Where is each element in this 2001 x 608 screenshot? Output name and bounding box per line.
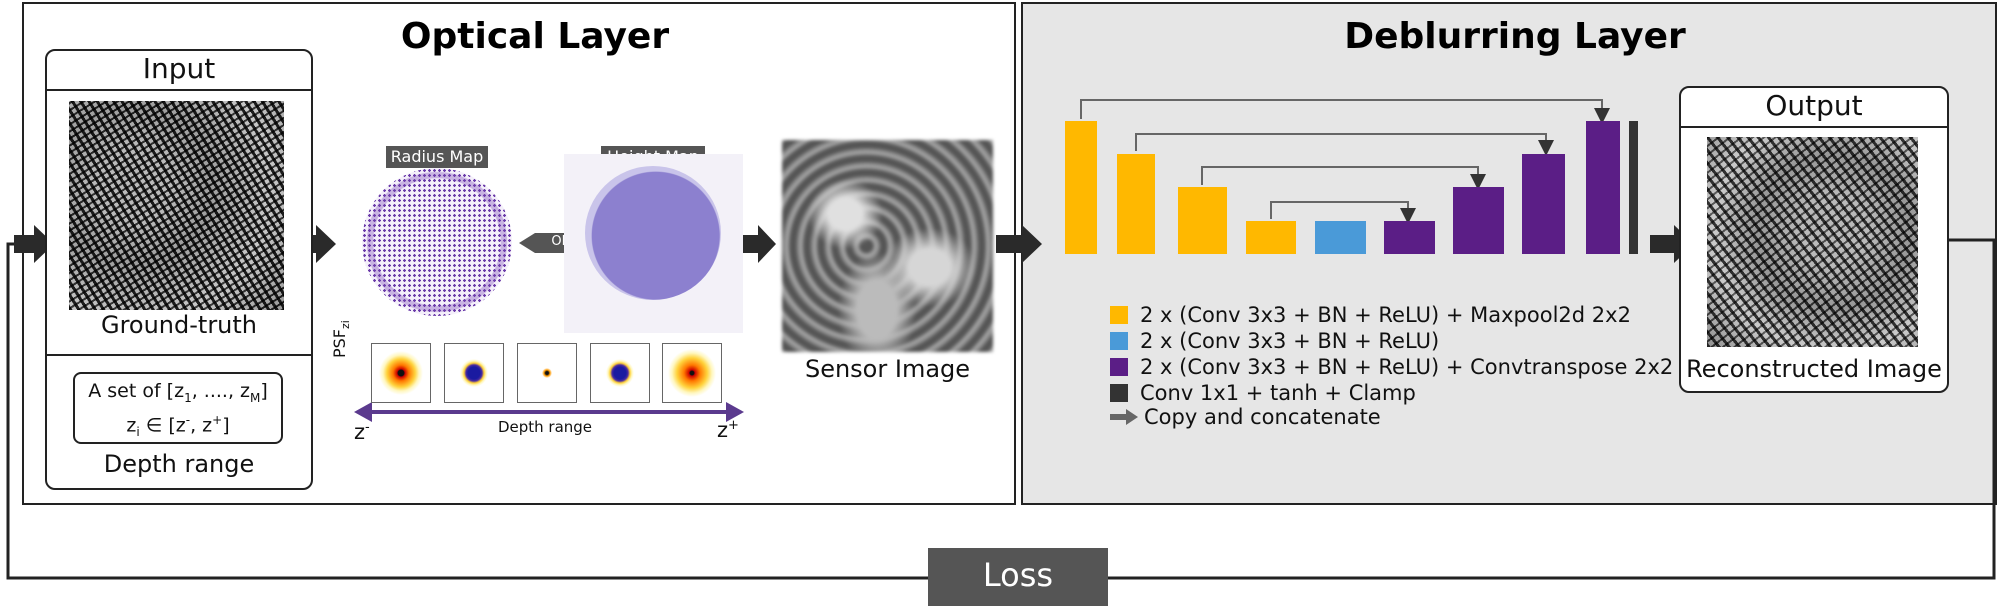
radius-map-tag: Radius Map [386, 146, 488, 168]
decoder-block-4 [1384, 221, 1435, 254]
legend-text-4: Conv 1x1 + tanh + Clamp [1140, 381, 1416, 405]
legend-text-3: 2 x (Conv 3x3 + BN + ReLU) + Convtranspo… [1140, 355, 1674, 379]
encoder-block-1 [1065, 121, 1097, 254]
bottleneck-block [1315, 221, 1366, 254]
psf-label-main: PSF [330, 328, 349, 358]
depth-interval-plus: + [212, 413, 223, 427]
legend-swatch-4 [1110, 384, 1128, 402]
decoder-block-3 [1453, 187, 1504, 254]
sensor-image-caption: Sensor Image [804, 355, 971, 383]
psf-tile-2 [444, 343, 504, 403]
encoder-block-3 [1178, 187, 1227, 254]
depth-interval-text: zi ∈ [z-, z+] [73, 413, 283, 439]
ground-truth-image [69, 101, 284, 310]
final-conv-block [1629, 121, 1638, 254]
ground-truth-caption: Ground-truth [100, 311, 258, 339]
legend-text-5: Copy and concatenate [1144, 405, 1381, 429]
legend-arrow-icon [1110, 409, 1138, 425]
skip-connection-4 [1270, 201, 1416, 224]
decoder-block-1 [1586, 121, 1620, 254]
depth-axis-caption: Depth range [497, 418, 593, 436]
legend-swatch-3 [1110, 358, 1128, 376]
skip-connections [1080, 99, 1610, 224]
decoder-block-2 [1522, 154, 1565, 254]
z-plus-sup: + [728, 418, 739, 433]
legend-row-5: Copy and concatenate [1110, 405, 1381, 429]
input-title: Input [142, 52, 216, 85]
psf-tile-4 [590, 343, 650, 403]
depth-interval-comma: , z [190, 414, 213, 437]
input-title-divider [47, 89, 311, 91]
depth-axis-right-head [726, 402, 744, 422]
psf-tile-5 [662, 343, 722, 403]
legend-row-3: 2 x (Conv 3x3 + BN + ReLU) + Convtranspo… [1110, 355, 1673, 379]
reconstructed-image [1707, 137, 1918, 347]
legend-row-1: 2 x (Conv 3x3 + BN + ReLU) + Maxpool2d 2… [1110, 303, 1631, 327]
depth-range-caption: Depth range [103, 450, 255, 478]
psf-label-sub: zi [339, 320, 353, 329]
depth-set-sub-m: M [250, 390, 261, 405]
height-map-image [585, 166, 721, 300]
skip-connection-1 [1080, 99, 1610, 124]
reconstructed-caption: Reconstructed Image [1686, 355, 1942, 383]
arrow-input-to-optics [294, 225, 336, 263]
psf-tile-1 [371, 343, 431, 403]
depth-axis-left-head [354, 402, 372, 422]
sensor-image [782, 140, 993, 352]
deblurring-layer-title: Deblurring Layer [1344, 16, 1686, 57]
legend-row-4: Conv 1x1 + tanh + Clamp [1110, 381, 1416, 405]
output-title: Output [1765, 89, 1863, 122]
depth-set-text: A set of [z1, ...., zM] [73, 380, 283, 405]
depth-interval-minus: - [185, 413, 191, 427]
legend-swatch-2 [1110, 332, 1128, 350]
depth-interval-close: ] [222, 414, 230, 437]
arrow-into-input [14, 225, 54, 263]
psf-label: PSFzi [330, 320, 352, 358]
legend-row-2: 2 x (Conv 3x3 + BN + ReLU) [1110, 329, 1439, 353]
psf-tile-3 [517, 343, 577, 403]
loss-label: Loss [982, 556, 1054, 594]
input-section-divider [47, 354, 311, 356]
z-minus-letter: z [354, 420, 366, 444]
depth-interval-in: ∈ [z [139, 414, 186, 437]
skip-connection-3 [1201, 166, 1486, 190]
skip-connection-2 [1135, 133, 1554, 156]
z-minus-label: z- [354, 420, 370, 444]
depth-interval-z: z [126, 414, 137, 437]
depth-interval-sub-i: i [136, 425, 140, 440]
depth-set-suffix: ] [260, 380, 268, 402]
depth-set-box [73, 372, 283, 444]
radius-map-image [362, 168, 512, 316]
z-plus-label: z+ [717, 418, 739, 442]
optical-layer-title: Optical Layer [400, 16, 670, 57]
legend-text-1: 2 x (Conv 3x3 + BN + ReLU) + Maxpool2d 2… [1140, 303, 1631, 327]
depth-set-sub-1: 1 [184, 390, 192, 405]
loss-loop-line [1108, 238, 1996, 580]
loss-box [928, 548, 1108, 606]
arrow-sensor-to-deblur [996, 225, 1042, 263]
encoder-block-4 [1246, 221, 1296, 254]
legend-swatch-1 [1110, 306, 1128, 324]
output-title-divider [1681, 126, 1947, 128]
depth-set-mid: , ...., z [191, 380, 250, 402]
z-minus-sup: - [365, 420, 370, 435]
legend-text-2: 2 x (Conv 3x3 + BN + ReLU) [1140, 329, 1440, 353]
z-plus-letter: z [717, 418, 729, 442]
encoder-block-2 [1117, 154, 1155, 254]
depth-set-prefix: A set of [z [88, 380, 185, 402]
unet-blocks [1065, 121, 1638, 254]
arrow-optics-to-sensor [742, 225, 776, 263]
